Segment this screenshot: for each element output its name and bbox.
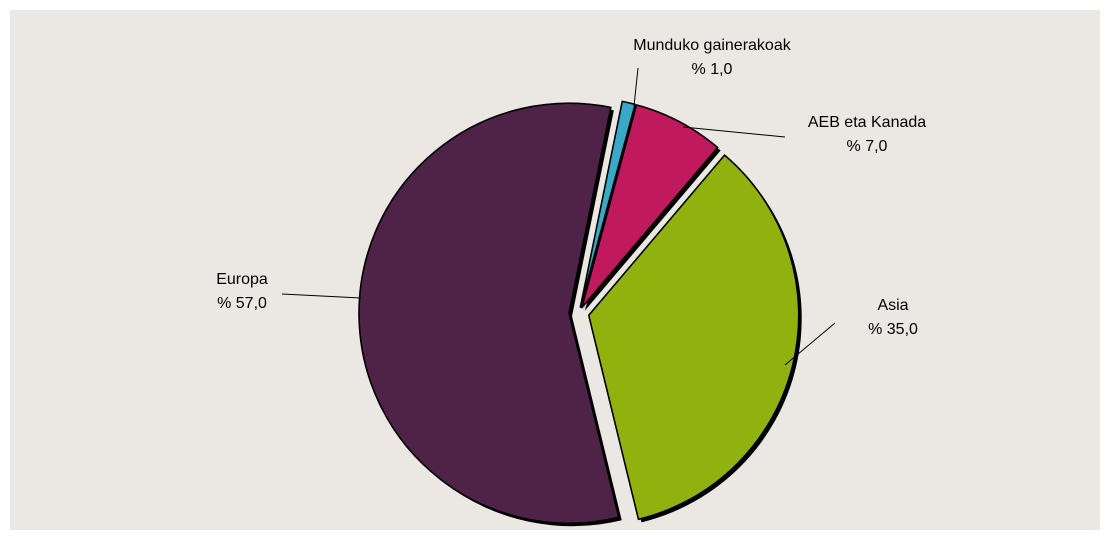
pie-chart: Munduko gainerakoak % 1,0 AEB eta Kanada % … bbox=[216, 37, 926, 527]
leader-line bbox=[281, 293, 362, 299]
pie-slice-europa bbox=[358, 102, 620, 524]
slice-label-name: Munduko gainerakoak bbox=[633, 37, 791, 54]
slice-label-value: % 7,0 bbox=[847, 138, 888, 155]
slice-label-value: % 57,0 bbox=[217, 295, 267, 312]
pie-slice-munduko-gainerakoak bbox=[579, 100, 636, 308]
pie-slice-aeb-eta-kanada bbox=[580, 104, 719, 309]
slice-label-name: Asia bbox=[877, 297, 908, 314]
slice-label-value: % 35,0 bbox=[868, 321, 918, 338]
chart-area: Munduko gainerakoak % 1,0 AEB eta Kanada % … bbox=[10, 10, 1100, 530]
slice-label-value: % 1,0 bbox=[692, 61, 733, 78]
leader-line bbox=[633, 67, 639, 107]
slice-label-name: Europa bbox=[216, 271, 268, 288]
slice-label-name: AEB eta Kanada bbox=[808, 114, 926, 131]
pie-slice-asia bbox=[587, 154, 800, 521]
leader-line bbox=[682, 126, 786, 138]
leader-line bbox=[784, 322, 836, 366]
